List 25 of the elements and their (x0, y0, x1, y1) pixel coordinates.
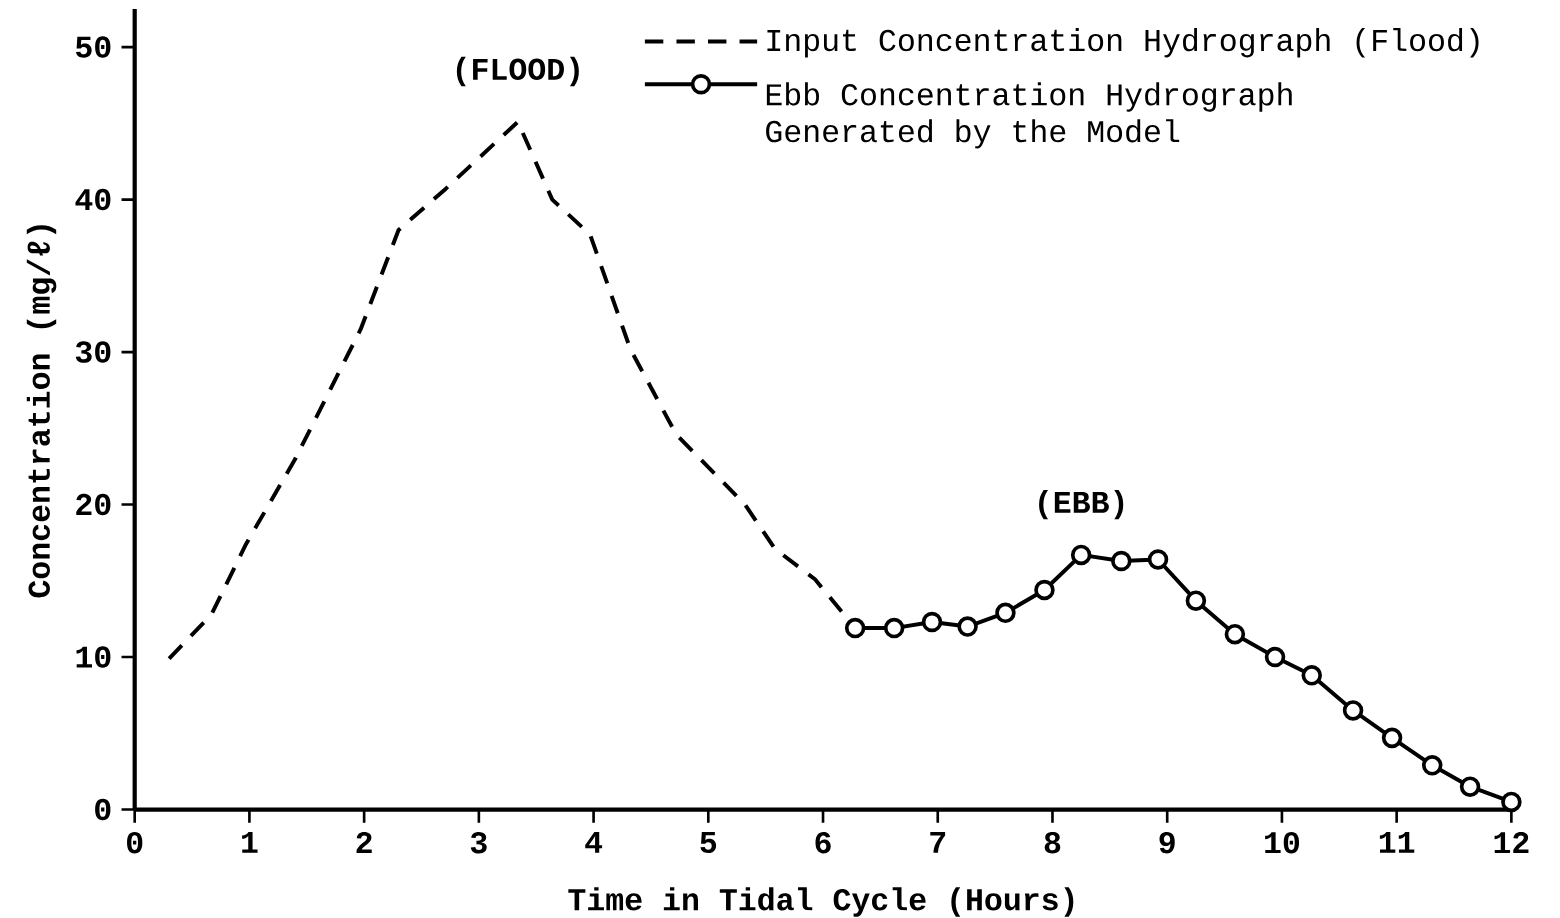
y-tick-label: 40 (75, 188, 111, 211)
x-tick-label: 2 (356, 831, 372, 854)
x-tick-label: 3 (470, 831, 487, 854)
x-tick-label: 8 (1044, 831, 1061, 854)
y-tick-label: 30 (75, 341, 111, 363)
annotation: (FLOOD) (456, 56, 579, 87)
x-tick-label: 7 (930, 831, 946, 853)
y-tick-label: 50 (75, 36, 111, 58)
legend-label: Ebb Concentration Hydrograph Generated by the Model (766, 82, 1292, 149)
y-tick-label: 10 (76, 646, 111, 668)
annotation: (EBB) (1039, 489, 1124, 520)
y-tick-label: 20 (76, 493, 111, 516)
y-tick-label: 0 (95, 798, 111, 821)
x-tick-label: 6 (815, 831, 831, 854)
legend-label: Input Concentration Hydrograph (Flood) (767, 28, 1479, 58)
y-axis-title: Concentration (mg/ℓ) (26, 225, 57, 598)
x-tick-label: 5 (700, 831, 717, 854)
x-tick-label: 11 (1379, 831, 1415, 853)
x-axis-title: Time in Tidal Cycle (Hours) (568, 887, 1074, 917)
x-tick-label: 9 (1159, 831, 1175, 854)
x-tick-label: 1 (242, 831, 258, 853)
x-tick-label: 10 (1265, 831, 1300, 854)
x-tick-label: 0 (127, 831, 143, 854)
x-tick-label: 12 (1494, 831, 1529, 854)
x-tick-label: 4 (585, 831, 603, 853)
